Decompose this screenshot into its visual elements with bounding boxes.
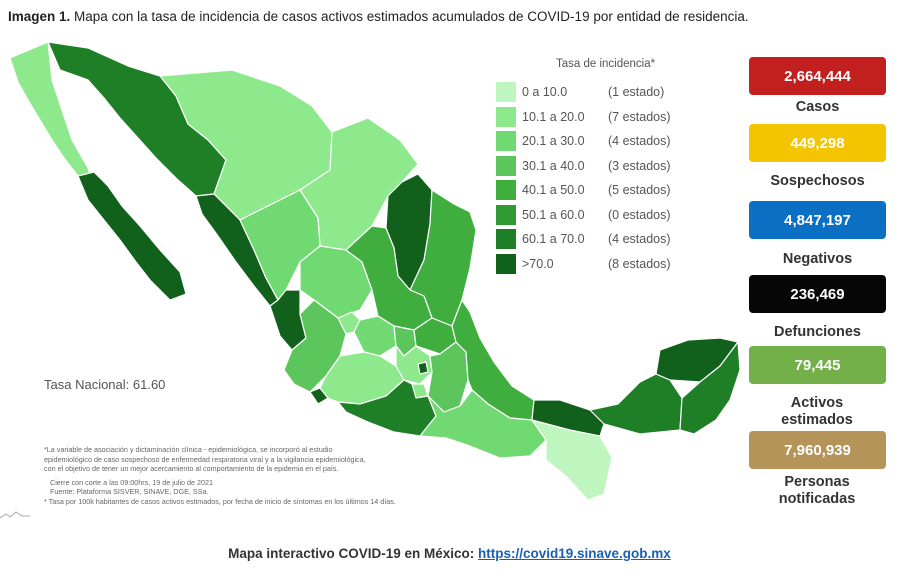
legend-swatch	[496, 229, 516, 249]
legend-range: 20.1 a 30.0	[522, 134, 585, 148]
legend-count: (4 estados)	[608, 134, 671, 148]
stat-label: Sospechosos	[770, 173, 865, 189]
caption-prefix: Imagen 1.	[8, 9, 71, 24]
footnote-line: con el objetivo de tener un mejor acerca…	[44, 464, 339, 474]
legend-count: (0 estados)	[608, 207, 671, 222]
legend-title: Tasa de incidencia*	[556, 58, 656, 70]
stat-label: Personas notificadas	[778, 474, 856, 507]
state-quintana-roo: Quintana Roo	[679, 341, 740, 435]
state-tabasco: Tabasco	[531, 399, 605, 437]
stat-value-box: 236,469	[749, 275, 886, 313]
legend-range: 30.1 a 40.0	[522, 158, 585, 173]
legend-count: (5 estados)	[608, 183, 671, 197]
footnote-line: Cierre con corte a las 09:00hrs, 19 de j…	[50, 477, 214, 487]
legend-count: (8 estados)	[608, 256, 671, 271]
legend-item: >70.0 (8 estados)	[496, 253, 696, 274]
state-guanajuato: Guanajuato	[353, 315, 397, 357]
stat-value-box: 2,664,444	[749, 57, 886, 95]
legend-item: 50.1 a 60.0 (0 estados)	[496, 204, 696, 225]
caption-text: Mapa con la tasa de incidencia de casos …	[74, 9, 749, 24]
footnote-line: *La variable de asociación y dictaminaci…	[44, 445, 333, 454]
legend-item: 30.1 a 40.0 (3 estados)	[496, 155, 696, 176]
legend-swatch	[496, 131, 516, 151]
legend-count: (1 estado)	[608, 85, 665, 99]
legend-count: (7 estados)	[608, 109, 671, 124]
legend-range: 10.1 a 20.0	[522, 109, 585, 124]
legend-range: >70.0	[522, 256, 554, 271]
stat-label: Defunciones	[773, 324, 861, 340]
stat-label: Casos	[795, 99, 840, 115]
legend-swatch	[496, 204, 516, 225]
legend-range: 50.1 a 60.0	[522, 207, 585, 222]
footer: Mapa interactivo COVID-19 en México: htt…	[0, 546, 899, 561]
image-caption: Imagen 1. Mapa con la tasa de incidencia…	[8, 9, 749, 24]
stat-label: Activos estimados	[781, 395, 853, 428]
state-ciudad-de-mexico: Ciudad de México	[417, 361, 429, 375]
legend-range: 40.1 a 50.0	[522, 183, 585, 197]
decorative-line-icon	[0, 511, 30, 519]
legend-item: 0 a 10.0 (1 estado)	[496, 82, 696, 102]
map-link[interactable]: https://covid19.sinave.gob.mx	[478, 546, 671, 561]
stat-value-box: 79,445	[749, 346, 886, 384]
national-rate: Tasa Nacional: 61.60	[44, 377, 166, 392]
footnotes: *La variable de asociación y dictaminaci…	[44, 445, 464, 507]
mexico-incidence-map: Baja California Baja California Sur Sono…	[9, 41, 740, 501]
legend-swatch	[496, 82, 516, 102]
legend-item: 10.1 a 20.0 (7 estados)	[496, 106, 696, 127]
legend-swatch	[496, 155, 516, 176]
state-puebla: Puebla	[427, 341, 469, 413]
legend-range: 60.1 a 70.0	[522, 232, 585, 246]
legend-item: 20.1 a 30.0 (4 estados)	[496, 131, 696, 151]
legend-item: 60.1 a 70.0 (4 estados)	[496, 229, 696, 249]
legend-swatch	[496, 106, 516, 127]
state-campeche: Campeche	[589, 373, 683, 435]
stat-value-box: 449,298	[749, 124, 886, 162]
footnote-line: * Tasa por 100k habitantes de casos acti…	[44, 496, 396, 506]
stat-value-box: 7,960,939	[749, 431, 886, 469]
footnote-line: epidemiológico de caso sospechoso de enf…	[44, 454, 366, 464]
footnote-line: Fuente: Plataforma SISVER, SINAVE, DGE, …	[50, 487, 209, 497]
stat-value-box: 4,847,197	[749, 201, 886, 239]
legend-swatch	[496, 180, 516, 200]
state-baja-california-sur: Baja California Sur	[77, 171, 187, 301]
legend-range: 0 a 10.0	[522, 85, 568, 99]
legend-swatch	[496, 253, 516, 274]
legend-item: 40.1 a 50.0 (5 estados)	[496, 180, 696, 200]
stat-label: Negativos	[782, 251, 853, 267]
footer-text: Mapa interactivo COVID-19 en México:	[228, 546, 475, 561]
legend-count: (4 estados)	[608, 232, 671, 246]
legend-count: (3 estados)	[608, 158, 671, 173]
